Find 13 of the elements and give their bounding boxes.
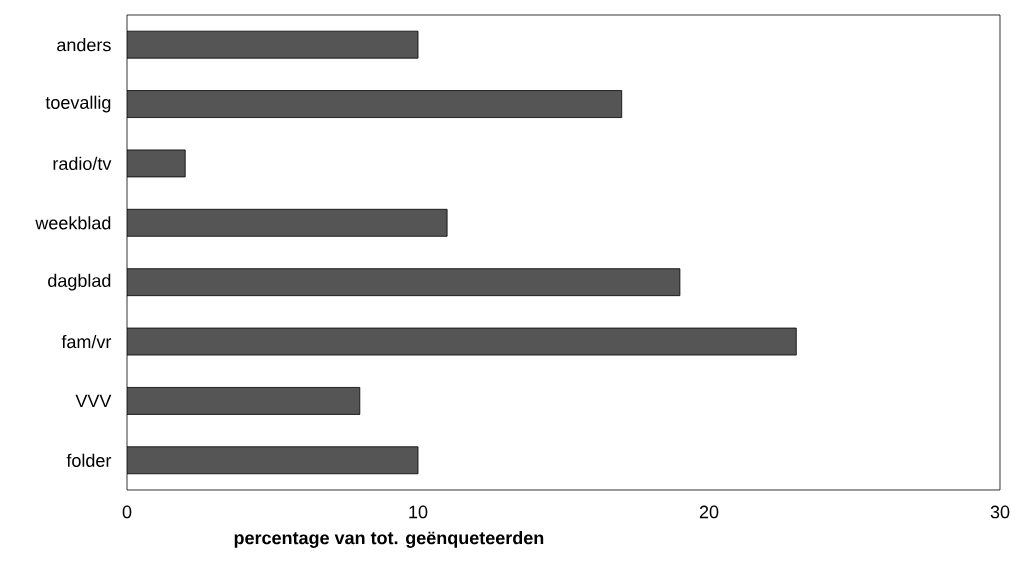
- y-tick-label: dagblad: [48, 273, 111, 291]
- y-tick-label: folder: [66, 453, 112, 467]
- y-tick-label: fam/vr: [61, 334, 112, 349]
- y-tick-label: VVV: [75, 394, 112, 408]
- x-axis-title: percentage van tot. geënqueteerden: [234, 531, 544, 548]
- x-tick-label: 10: [409, 505, 428, 519]
- y-tick-label: radio/tv: [53, 156, 112, 171]
- x-tick-label: 0: [122, 505, 132, 519]
- y-tick-label: anders: [57, 38, 111, 52]
- x-tick-label: 20: [699, 505, 719, 519]
- x-tick-label: 30: [990, 505, 1010, 519]
- y-tick-label: weekblad: [35, 216, 111, 230]
- y-tick-label: toevallig: [45, 95, 111, 113]
